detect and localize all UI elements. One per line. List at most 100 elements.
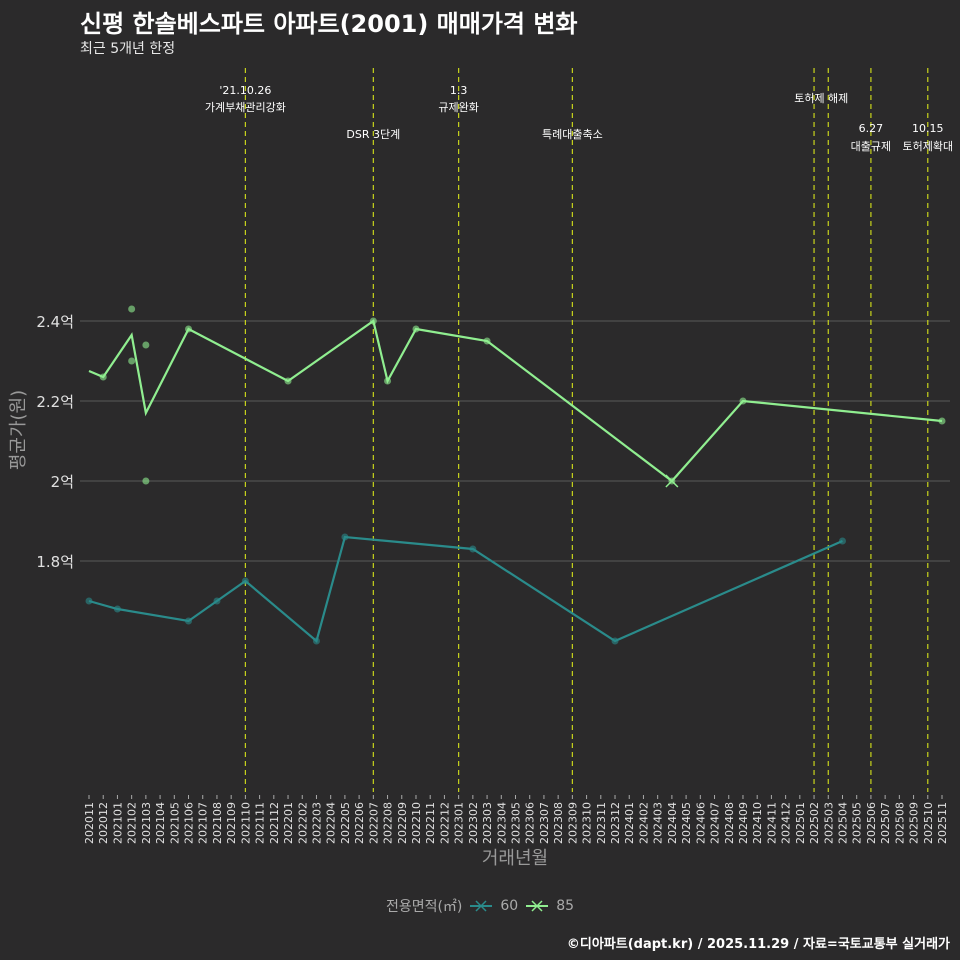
x-tick-label: 202103: [140, 802, 153, 844]
event-date-label: 6.27: [859, 122, 884, 135]
x-tick-label: 202206: [353, 802, 366, 844]
x-tick-label: 202304: [495, 802, 508, 844]
x-tick-label: 202212: [438, 802, 451, 844]
x-tick-label: 202011: [83, 802, 96, 844]
x-tick-label: 202408: [723, 802, 736, 844]
y-axis-title: 평균가(원): [8, 390, 29, 470]
data-point-60: [213, 597, 221, 605]
chart-subtitle: 최근 5개년 한정: [80, 41, 176, 57]
data-point-60: [312, 637, 320, 645]
x-tick-label: 202306: [524, 802, 537, 844]
series-line-60: [88, 535, 843, 643]
data-point-85: [128, 305, 136, 313]
x-tick-label: 202409: [737, 802, 750, 844]
data-point-85: [739, 397, 747, 405]
x-tick-label: 202411: [765, 802, 778, 844]
x-tick-label: 202311: [595, 802, 608, 844]
data-point-60: [611, 637, 619, 645]
y-tick-label: 2억: [51, 473, 74, 491]
x-tick-label: 202308: [552, 802, 565, 844]
x-tick-label: 202412: [780, 802, 793, 844]
data-point-60: [838, 537, 846, 545]
x-tick-label: 202211: [424, 802, 437, 844]
event-label: DSR 3단계: [346, 128, 400, 141]
data-point-60: [469, 545, 477, 553]
x-tick-label: 202407: [709, 802, 722, 844]
data-point-85: [185, 325, 193, 333]
x-tick-label: 202109: [225, 802, 238, 844]
x-marker: [665, 474, 679, 488]
data-point-85: [412, 325, 420, 333]
x-tick-label: 202106: [183, 802, 196, 844]
x-tick-label: 202208: [382, 802, 395, 844]
data-point-85: [284, 377, 292, 385]
data-point-60: [341, 533, 349, 541]
x-tick-label: 202105: [168, 802, 181, 844]
x-tick-label: 202301: [453, 802, 466, 844]
event-date-label: 1.3: [450, 84, 468, 97]
data-point-85: [384, 377, 392, 385]
x-tick-label: 202110: [239, 802, 252, 844]
x-tick-label: 202511: [936, 802, 949, 844]
x-tick-label: 202305: [510, 802, 523, 844]
data-point-85: [938, 417, 946, 425]
event-label: 대출규제: [851, 140, 891, 153]
event-label: 가계부채관리강화: [205, 101, 286, 114]
data-point-85: [369, 317, 377, 325]
event-label: 토허제 해제: [794, 91, 848, 105]
x-tick-label: 202502: [808, 802, 821, 844]
data-point-85: [99, 373, 107, 381]
data-point-85: [483, 337, 491, 345]
legend: 전용면적(㎡) 60 85: [0, 896, 960, 916]
x-tick-label: 202505: [851, 802, 864, 844]
data-point-85: [142, 341, 150, 349]
x-tick-label: 202012: [97, 802, 110, 844]
event-label: 규제완화: [438, 101, 478, 114]
x-axis-title: 거래년월: [482, 848, 548, 869]
x-tick-label: 202302: [467, 802, 480, 844]
legend-key-60: [468, 897, 494, 915]
event-label: 토허제확대: [902, 140, 953, 153]
x-tick-label: 202104: [154, 802, 167, 844]
legend-label-60: 60: [500, 898, 519, 914]
x-tick-label: 202307: [538, 802, 551, 844]
x-tick-label: 202501: [794, 802, 807, 844]
x-tick-label: 202312: [609, 802, 622, 844]
x-tick-label: 202509: [908, 802, 921, 844]
x-tick-label: 202207: [367, 802, 380, 844]
data-point-60: [241, 577, 249, 585]
x-tick-label: 202209: [396, 802, 409, 844]
x-tick-label: 202401: [623, 802, 636, 844]
event-date-label: 10.15: [912, 122, 944, 135]
y-tick-label: 1.8억: [36, 553, 74, 571]
x-tick-label: 202205: [339, 802, 352, 844]
x-tick-label: 202404: [666, 802, 679, 844]
x-tick-label: 202402: [637, 802, 650, 844]
x-tick-label: 202405: [680, 802, 693, 844]
x-tick-label: 202102: [126, 802, 139, 844]
chart-title: 신평 한솔베스파트 아파트(2001) 매매가격 변화: [80, 10, 578, 38]
x-tick-label: 202506: [865, 802, 878, 844]
legend-key-85: [524, 897, 550, 915]
x-tick-label: 202108: [211, 802, 224, 844]
x-tick-label: 202107: [197, 802, 210, 844]
x-tick-label: 202406: [694, 802, 707, 844]
x-tick-label: 202111: [254, 802, 267, 844]
x-tick-label: 202204: [325, 802, 338, 844]
event-date-label: '21.10.26: [219, 84, 271, 97]
x-tick-label: 202504: [836, 802, 849, 844]
x-tick-label: 202203: [310, 802, 323, 844]
x-tick-label: 202410: [751, 802, 764, 844]
x-tick-label: 202507: [879, 802, 892, 844]
x-tick-label: 202101: [111, 802, 124, 844]
legend-label-85: 85: [556, 898, 575, 914]
y-tick-label: 2.4억: [36, 313, 74, 331]
event-label: 특례대출축소: [542, 128, 603, 141]
x-tick-label: 202309: [566, 802, 579, 844]
x-tick-label: 202503: [822, 802, 835, 844]
x-tick-label: 202510: [922, 802, 935, 844]
data-point-85: [128, 357, 136, 365]
data-point-60: [113, 605, 121, 613]
x-tick-label: 202303: [481, 802, 494, 844]
